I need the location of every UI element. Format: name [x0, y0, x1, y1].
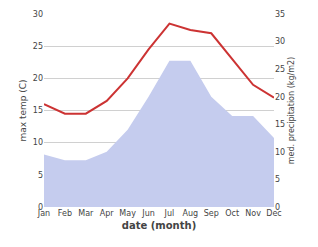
svg-text:Jun: Jun	[141, 209, 155, 218]
svg-text:10: 10	[33, 138, 43, 147]
svg-text:Jan: Jan	[37, 209, 50, 218]
svg-text:30: 30	[33, 10, 43, 19]
svg-text:30: 30	[275, 37, 285, 46]
svg-text:Sep: Sep	[204, 209, 219, 218]
svg-text:Dec: Dec	[266, 209, 281, 218]
svg-text:max temp (C): max temp (C)	[18, 79, 28, 141]
svg-text:Jul: Jul	[164, 209, 175, 218]
svg-text:15: 15	[33, 106, 43, 115]
svg-text:Aug: Aug	[183, 209, 199, 218]
svg-text:May: May	[119, 209, 136, 218]
svg-text:35: 35	[275, 10, 285, 19]
svg-text:Nov: Nov	[245, 209, 261, 218]
svg-text:Feb: Feb	[58, 209, 72, 218]
svg-text:Apr: Apr	[100, 209, 115, 218]
svg-text:25: 25	[33, 42, 43, 51]
svg-text:0: 0	[275, 203, 280, 212]
svg-text:15: 15	[275, 120, 285, 129]
svg-text:med. precipitation (kg/m2): med. precipitation (kg/m2)	[287, 57, 296, 164]
svg-text:10: 10	[275, 148, 285, 157]
svg-text:20: 20	[33, 74, 43, 83]
svg-text:Mar: Mar	[78, 209, 94, 218]
svg-text:25: 25	[275, 65, 285, 74]
svg-text:date (month): date (month)	[122, 220, 196, 231]
svg-text:Oct: Oct	[225, 209, 239, 218]
svg-text:20: 20	[275, 93, 285, 102]
svg-text:5: 5	[275, 175, 280, 184]
svg-text:5: 5	[38, 171, 43, 180]
svg-text:0: 0	[38, 203, 43, 212]
